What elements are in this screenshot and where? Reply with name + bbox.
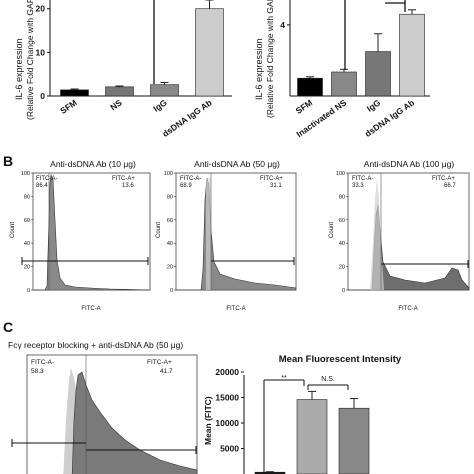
chart-c-right: Mean Fluorescent Intensity 5000 10000 1500… bbox=[203, 354, 402, 474]
b2-xlabel: FITC-A bbox=[226, 306, 245, 312]
histogram-ytick-label: 80 bbox=[339, 194, 345, 200]
histogram-ytick-label: 100 bbox=[21, 171, 30, 177]
c-right-title: Mean Fluorescent Intensity bbox=[279, 354, 402, 365]
a-right-ytick-label: 4 bbox=[280, 20, 285, 30]
a-right-category-label: IgG bbox=[365, 97, 383, 114]
b1-ylabel: Count bbox=[10, 222, 16, 238]
a-left-category-label: NS bbox=[108, 97, 124, 112]
histogram-ytick-label: 40 bbox=[339, 241, 345, 247]
b1-gate-left-value: 86.4 bbox=[36, 183, 48, 189]
a-left-bar bbox=[150, 84, 179, 97]
c-left-gate-left-value: 58.3 bbox=[31, 368, 44, 375]
b1-gate-right-label: FITC-A+ bbox=[112, 176, 135, 182]
histogram-ytick-label: 0 bbox=[342, 288, 345, 294]
b3-plot-area bbox=[347, 172, 470, 291]
a-left-ytick-label: 0 bbox=[40, 91, 45, 101]
b1-gate-left-label: FITC-A- bbox=[36, 176, 57, 182]
b3-gate-left-value: 33.3 bbox=[352, 183, 364, 189]
a-left-ylabel: IL-6 expression bbox=[14, 38, 24, 100]
histogram-ytick-label: 80 bbox=[24, 194, 30, 200]
a-right-ylabel2: (Relative Fold Change with GAPDH) bbox=[265, 0, 275, 118]
a-left-ytick-label: 10 bbox=[36, 47, 46, 57]
c-right-ytick-label: 5000 bbox=[220, 444, 239, 454]
c-left-gate-right-value: 41.7 bbox=[160, 368, 173, 375]
b1-histogram-curve bbox=[33, 173, 151, 291]
a-right-bar bbox=[399, 13, 425, 97]
histogram-ytick-label: 20 bbox=[339, 265, 345, 271]
c-right-bar bbox=[296, 399, 328, 474]
c-right-ylabel: Mean (FITC) bbox=[203, 396, 213, 445]
a-left-bar bbox=[105, 86, 134, 97]
histogram-b1: Anti-dsDNA Ab (10 μg) FITC-A- 86.4 FITC-… bbox=[10, 159, 151, 312]
b1-title: Anti-dsDNA Ab (10 μg) bbox=[50, 159, 136, 169]
c-right-ytick-label: 20000 bbox=[215, 367, 239, 377]
c-right-annotation-2: N.S. bbox=[321, 376, 335, 383]
c-left-histogram-curve bbox=[71, 371, 198, 474]
a-left-category-label: dsDNA IgG Ab bbox=[160, 97, 213, 138]
a-right-bar bbox=[297, 77, 323, 97]
a-left-bar bbox=[195, 8, 224, 97]
histogram-c-left: Fcγ receptor blocking + anti-dsDNA Ab (5… bbox=[8, 340, 198, 474]
b3-gate-left-label: FITC-A- bbox=[352, 176, 373, 182]
c-left-gate-left-label: FITC-A- bbox=[31, 359, 54, 366]
histogram-b3: Anti-dsDNA Ab (100 μg) FITC-A- 33.3 FITC… bbox=[329, 159, 470, 312]
histogram-ytick-label: 100 bbox=[336, 171, 345, 177]
b2-plot-area bbox=[175, 172, 297, 291]
c-right-annotation-1: ** bbox=[281, 375, 287, 382]
b2-gate-left-label: FITC-A- bbox=[180, 176, 201, 182]
a-right-category-label: SFM bbox=[294, 97, 314, 115]
c-left-gate-right-label: FITC-A+ bbox=[147, 359, 172, 366]
histogram-b2: Anti-dsDNA Ab (50 μg) FITC-A- 68.9 FITC-… bbox=[156, 159, 297, 312]
histogram-ytick-label: 40 bbox=[24, 241, 30, 247]
b2-gate-left-value: 68.9 bbox=[180, 183, 192, 189]
b3-ylabel: Count bbox=[329, 222, 335, 238]
histogram-ytick-label: 60 bbox=[24, 218, 30, 224]
b3-gate-right-label: FITC-A+ bbox=[432, 176, 455, 182]
a-right-ylabel: IL-6 expression bbox=[254, 38, 264, 100]
b1-gate-right-value: 13.6 bbox=[122, 183, 134, 189]
histogram-ytick-label: 20 bbox=[24, 265, 30, 271]
a-right-bar bbox=[331, 71, 357, 97]
histogram-ytick-label: 20 bbox=[167, 265, 173, 271]
b2-gate-right-label: FITC-A+ bbox=[260, 176, 283, 182]
histogram-ytick-label: 60 bbox=[167, 218, 173, 224]
panel-label-c: C bbox=[3, 319, 13, 335]
a-left-category-label: SFM bbox=[58, 97, 78, 115]
b2-ylabel: Count bbox=[156, 222, 162, 238]
histogram-ytick-label: 60 bbox=[339, 218, 345, 224]
a-right-bar bbox=[365, 51, 391, 97]
a-left-bar bbox=[60, 89, 89, 97]
histogram-ytick-label: 40 bbox=[167, 241, 173, 247]
c-right-ytick-label: 15000 bbox=[215, 393, 239, 403]
b3-control-curve bbox=[370, 178, 384, 290]
histogram-ytick-label: 0 bbox=[27, 288, 30, 294]
c-left-title: Fcγ receptor blocking + anti-dsDNA Ab (5… bbox=[8, 340, 183, 350]
histogram-ytick-label: 100 bbox=[164, 171, 173, 177]
c-right-ytick-label: 10000 bbox=[215, 418, 239, 428]
b2-control-curve bbox=[206, 178, 211, 290]
a-left-ylabel2: (Relative Fold Change with GAPDH) bbox=[25, 0, 35, 120]
histogram-ytick-label: 0 bbox=[170, 288, 173, 294]
panel-label-b: B bbox=[3, 153, 13, 169]
b2-title: Anti-dsDNA Ab (50 μg) bbox=[194, 159, 280, 169]
histogram-ytick-label: 80 bbox=[167, 194, 173, 200]
c-right-bar bbox=[338, 407, 370, 474]
a-left-ytick-label: 20 bbox=[36, 4, 46, 14]
b2-gate-right-value: 31.1 bbox=[270, 183, 282, 189]
b3-gate-right-value: 66.7 bbox=[444, 183, 456, 189]
b1-xlabel: FITC-A bbox=[81, 306, 100, 312]
b3-title: Anti-dsDNA Ab (100 μg) bbox=[364, 159, 455, 169]
a-left-category-label: IgG bbox=[151, 97, 169, 114]
b3-xlabel: FITC-A bbox=[398, 306, 417, 312]
